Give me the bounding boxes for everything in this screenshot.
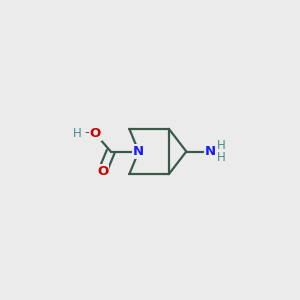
- Text: N: N: [133, 145, 144, 158]
- Text: N: N: [205, 145, 216, 158]
- Text: O: O: [97, 165, 108, 178]
- Text: H: H: [73, 127, 82, 140]
- Text: H: H: [217, 139, 226, 152]
- Text: H: H: [217, 152, 226, 164]
- Text: O: O: [89, 127, 101, 140]
- Text: -: -: [84, 127, 89, 140]
